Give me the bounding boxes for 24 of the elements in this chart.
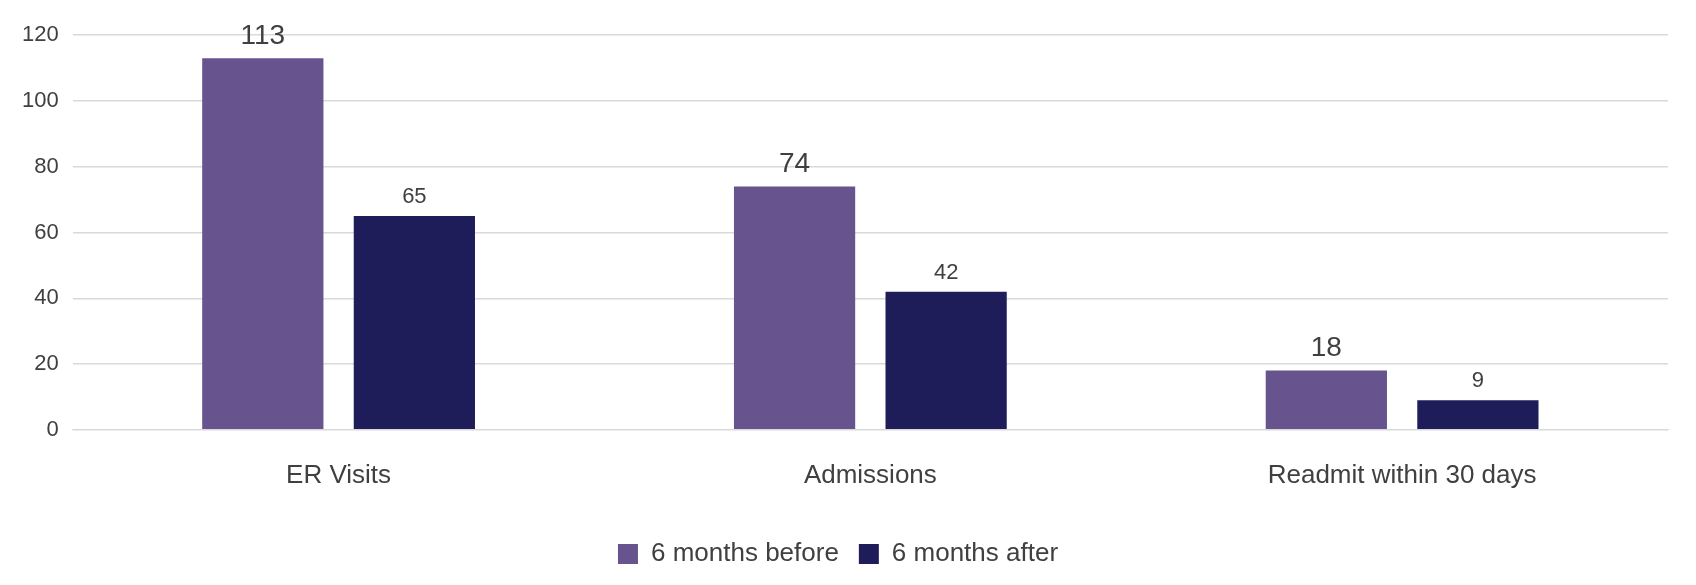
x-tick-label: ER Visits <box>286 458 392 489</box>
data-label: 42 <box>933 258 959 284</box>
y-tick-label: 40 <box>34 284 59 310</box>
y-tick-label: 0 <box>46 415 59 441</box>
bar <box>1265 370 1387 430</box>
x-tick-label: Readmit within 30 days <box>1267 458 1537 489</box>
bar <box>353 216 475 430</box>
legend-label: 6 months before <box>650 537 839 568</box>
bar <box>733 186 856 430</box>
data-label: 9 <box>1471 367 1485 393</box>
y-tick-label: 80 <box>34 152 59 178</box>
y-tick-label: 100 <box>21 87 59 113</box>
y-tick-label: 120 <box>21 21 59 47</box>
y-tick-label: 60 <box>34 218 59 244</box>
legend-label: 6 months after <box>891 537 1059 568</box>
data-label: 74 <box>779 147 811 179</box>
bar <box>885 291 1007 430</box>
x-tick-label: Admissions <box>803 458 937 489</box>
y-tick-label: 20 <box>34 350 59 376</box>
bar <box>1417 400 1539 430</box>
bar <box>202 58 324 430</box>
data-label: 18 <box>1310 331 1342 363</box>
data-label: 113 <box>240 18 286 50</box>
data-label: 65 <box>402 183 427 209</box>
